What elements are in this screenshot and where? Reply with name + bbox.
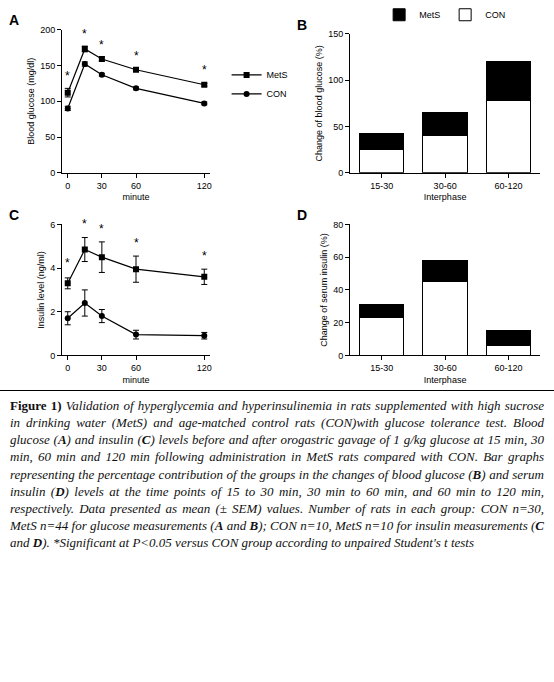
svg-text:0: 0: [50, 351, 55, 361]
svg-text:60: 60: [131, 181, 141, 191]
svg-text:Blood glucose (mg/dl): Blood glucose (mg/dl): [26, 58, 36, 145]
svg-text:0: 0: [65, 363, 70, 373]
svg-text:*: *: [202, 249, 207, 263]
svg-text:Interphase: Interphase: [424, 375, 467, 385]
svg-text:15-30: 15-30: [370, 363, 393, 373]
svg-text:MetS: MetS: [419, 10, 440, 20]
svg-text:*: *: [82, 217, 87, 231]
svg-text:60-120: 60-120: [494, 181, 522, 191]
svg-text:6: 6: [50, 220, 55, 230]
svg-text:*: *: [99, 38, 104, 52]
svg-text:2: 2: [50, 307, 55, 317]
svg-text:15-30: 15-30: [370, 181, 393, 191]
svg-text:0: 0: [50, 168, 55, 178]
svg-text:*: *: [134, 236, 139, 250]
svg-text:Change of serum insulin (%): Change of serum insulin (%): [319, 233, 329, 347]
svg-text:30: 30: [97, 363, 107, 373]
svg-text:0: 0: [338, 351, 343, 361]
svg-text:100: 100: [328, 75, 343, 85]
svg-text:*: *: [82, 27, 87, 41]
svg-text:120: 120: [197, 363, 212, 373]
svg-text:Insulin level (ng/ml): Insulin level (ng/ml): [36, 251, 46, 329]
svg-text:CON: CON: [485, 10, 505, 20]
svg-text:30: 30: [97, 181, 107, 191]
html-text:Figure 1) Validation of hyperg: Figure 1) Validation of hyperglycemia an…: [10, 398, 544, 534]
svg-text:MetS: MetS: [267, 70, 288, 80]
svg-text:100: 100: [40, 96, 55, 106]
svg-text:Change of blood glucose (%): Change of blood glucose (%): [314, 45, 324, 161]
html-text:and D). *Significant at P<0.05: and D). *Significant at P<0.05 versus CO…: [10, 535, 474, 551]
svg-text:120: 120: [197, 181, 212, 191]
svg-text:80: 80: [333, 220, 343, 230]
svg-text:Interphase: Interphase: [424, 192, 467, 202]
svg-text:150: 150: [328, 29, 343, 39]
svg-text:C: C: [9, 207, 19, 223]
svg-text:*: *: [65, 256, 70, 270]
svg-text:0: 0: [338, 168, 343, 178]
svg-text:B: B: [297, 17, 307, 33]
svg-text:40: 40: [333, 285, 343, 295]
svg-text:60-120: 60-120: [494, 363, 522, 373]
svg-text:20: 20: [333, 318, 343, 328]
svg-text:50: 50: [45, 132, 55, 142]
svg-text:A: A: [9, 12, 19, 28]
svg-text:200: 200: [40, 25, 55, 35]
svg-text:150: 150: [40, 61, 55, 71]
svg-text:D: D: [297, 207, 307, 223]
svg-text:0: 0: [65, 181, 70, 191]
svg-text:50: 50: [333, 122, 343, 132]
svg-text:*: *: [65, 69, 70, 83]
svg-text:*: *: [99, 222, 104, 236]
svg-text:4: 4: [50, 263, 55, 273]
svg-text:30-60: 30-60: [434, 363, 457, 373]
svg-text:60: 60: [131, 363, 141, 373]
svg-text:*: *: [134, 49, 139, 63]
svg-text:*: *: [202, 63, 207, 77]
svg-text:60: 60: [333, 252, 343, 262]
svg-text:minute: minute: [122, 375, 149, 385]
svg-text:30-60: 30-60: [434, 181, 457, 191]
svg-text:CON: CON: [267, 89, 287, 99]
svg-text:minute: minute: [122, 192, 149, 202]
